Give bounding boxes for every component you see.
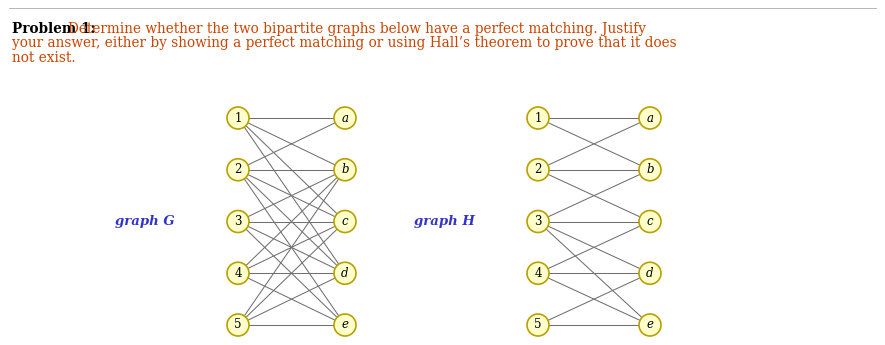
Circle shape (227, 107, 249, 129)
Text: graph G: graph G (115, 215, 175, 228)
Text: d: d (342, 267, 349, 280)
Circle shape (639, 314, 661, 336)
Text: Problem 1:: Problem 1: (12, 22, 96, 36)
Text: c: c (647, 215, 653, 228)
Text: b: b (646, 163, 654, 176)
Text: c: c (342, 215, 349, 228)
Circle shape (527, 159, 549, 181)
Circle shape (334, 262, 356, 284)
Circle shape (639, 159, 661, 181)
Text: b: b (342, 163, 349, 176)
Circle shape (334, 210, 356, 233)
Text: a: a (342, 111, 349, 125)
Circle shape (334, 314, 356, 336)
Text: 4: 4 (235, 267, 242, 280)
Text: graph H: graph H (414, 215, 475, 228)
Text: 1: 1 (235, 111, 242, 125)
Text: d: d (646, 267, 654, 280)
Text: 3: 3 (535, 215, 542, 228)
Circle shape (334, 159, 356, 181)
Text: Determine whether the two bipartite graphs below have a perfect matching. Justif: Determine whether the two bipartite grap… (68, 22, 646, 36)
Circle shape (334, 107, 356, 129)
Text: 4: 4 (535, 267, 542, 280)
Circle shape (527, 210, 549, 233)
Text: 3: 3 (235, 215, 242, 228)
Text: 1: 1 (535, 111, 542, 125)
Text: e: e (342, 318, 349, 332)
Circle shape (227, 262, 249, 284)
Circle shape (227, 210, 249, 233)
Text: 2: 2 (535, 163, 542, 176)
Text: a: a (647, 111, 653, 125)
Text: your answer, either by showing a perfect matching or using Hall’s theorem to pro: your answer, either by showing a perfect… (12, 37, 677, 50)
Circle shape (527, 107, 549, 129)
Circle shape (639, 107, 661, 129)
Circle shape (227, 159, 249, 181)
Text: 5: 5 (535, 318, 542, 332)
Circle shape (227, 314, 249, 336)
Circle shape (639, 210, 661, 233)
Text: not exist.: not exist. (12, 51, 75, 65)
Circle shape (639, 262, 661, 284)
Text: 2: 2 (235, 163, 242, 176)
Text: e: e (647, 318, 653, 332)
Circle shape (527, 262, 549, 284)
Text: 5: 5 (235, 318, 242, 332)
Circle shape (527, 314, 549, 336)
